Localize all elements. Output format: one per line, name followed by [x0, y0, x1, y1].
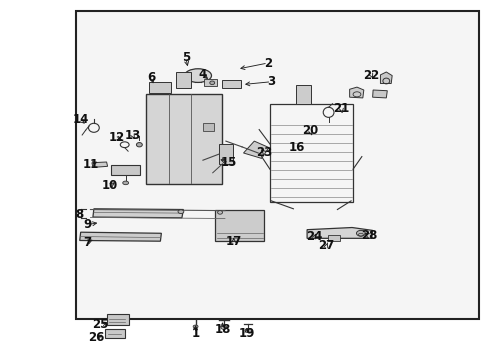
Bar — [111, 165, 140, 175]
Ellipse shape — [193, 325, 198, 328]
Polygon shape — [380, 72, 391, 84]
Text: 27: 27 — [318, 239, 334, 252]
Ellipse shape — [209, 81, 214, 85]
Text: 4: 4 — [199, 68, 206, 81]
Text: 7: 7 — [83, 236, 91, 249]
Bar — [76, 11, 478, 319]
Text: 2: 2 — [264, 57, 271, 69]
Text: 19: 19 — [238, 327, 255, 340]
Bar — [203, 123, 213, 131]
Text: 25: 25 — [92, 318, 108, 331]
Bar — [269, 104, 352, 202]
Text: 8: 8 — [75, 208, 83, 221]
Polygon shape — [243, 141, 268, 158]
Text: 6: 6 — [147, 71, 155, 84]
Ellipse shape — [217, 211, 222, 214]
Polygon shape — [372, 90, 386, 98]
Ellipse shape — [122, 181, 128, 185]
Ellipse shape — [178, 210, 183, 213]
Text: 24: 24 — [305, 230, 322, 243]
Ellipse shape — [184, 69, 211, 82]
Bar — [215, 210, 264, 241]
Ellipse shape — [221, 326, 226, 329]
Bar — [222, 80, 241, 88]
Text: 1: 1 — [191, 327, 199, 340]
Bar — [145, 94, 221, 184]
Text: 10: 10 — [102, 179, 118, 192]
Bar — [149, 82, 171, 93]
Text: 3: 3 — [267, 75, 275, 88]
Text: 16: 16 — [288, 141, 305, 154]
Polygon shape — [349, 87, 363, 98]
Polygon shape — [306, 228, 372, 238]
Text: 11: 11 — [82, 158, 99, 171]
Bar — [219, 144, 232, 164]
Bar — [105, 329, 124, 338]
Bar — [327, 235, 339, 241]
Bar — [176, 72, 190, 88]
Text: 17: 17 — [225, 235, 242, 248]
Polygon shape — [80, 232, 161, 241]
Text: 18: 18 — [214, 323, 230, 336]
Bar — [106, 314, 128, 325]
Text: 14: 14 — [72, 113, 89, 126]
Text: 23: 23 — [255, 146, 272, 159]
Polygon shape — [92, 162, 107, 167]
Text: 12: 12 — [108, 131, 124, 144]
Polygon shape — [93, 209, 183, 218]
Ellipse shape — [244, 328, 251, 333]
Ellipse shape — [136, 143, 142, 147]
Text: 22: 22 — [363, 69, 379, 82]
Text: 13: 13 — [124, 129, 141, 142]
Text: 9: 9 — [83, 218, 91, 231]
Text: 5: 5 — [182, 51, 189, 64]
Text: 20: 20 — [302, 124, 318, 137]
Text: 28: 28 — [360, 229, 377, 242]
Text: 21: 21 — [332, 102, 349, 114]
Text: 26: 26 — [88, 331, 104, 344]
Text: 15: 15 — [220, 156, 237, 169]
Bar — [204, 79, 216, 86]
Bar — [295, 85, 310, 104]
Ellipse shape — [356, 230, 365, 236]
